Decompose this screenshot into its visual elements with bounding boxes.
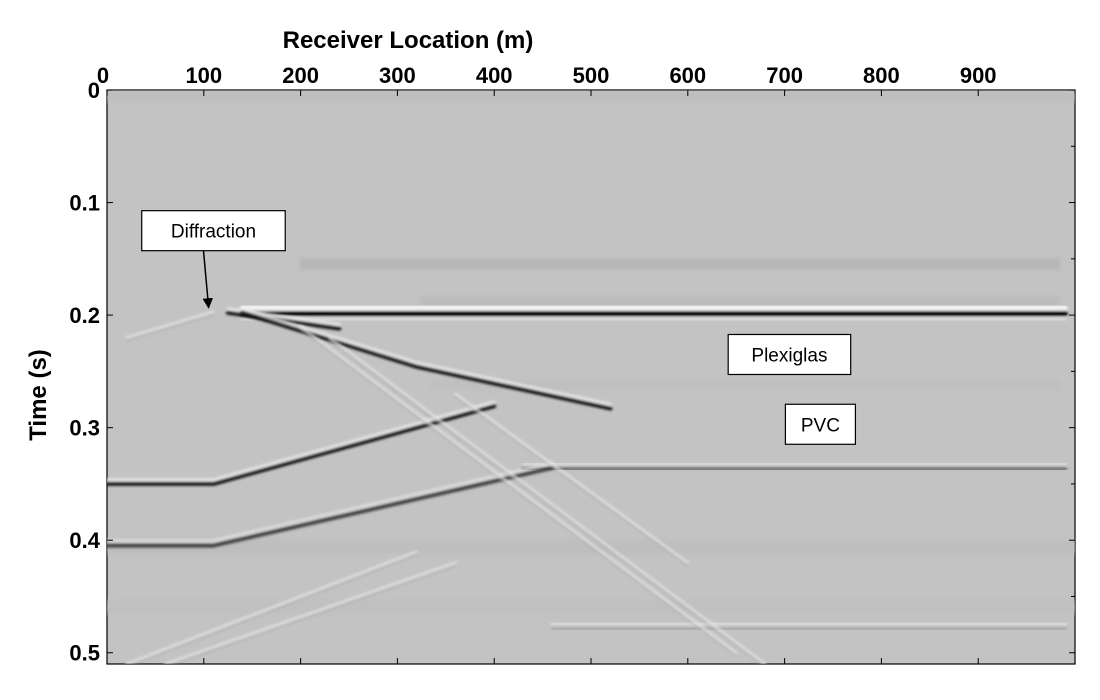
event-diffraction-tail-left-trace-0 (125, 310, 215, 339)
event-linear-down-trace-1 (240, 310, 613, 411)
event-rising-low-a-trace-0 (125, 550, 419, 664)
x-tick-label: 300 (379, 63, 416, 88)
x-tick-label: 100 (185, 63, 222, 88)
x-axis-title: Receiver Location (m) (283, 27, 534, 54)
x-tick-label: 600 (669, 63, 706, 88)
x-axis-ticks: 0 100 200 300 400 500 600 700 800 900 (97, 63, 997, 664)
annotation-box (141, 210, 286, 252)
annotation-label: Diffraction (171, 222, 256, 243)
annotation-diffraction: Diffraction (141, 210, 286, 309)
event-crossing-b-trace-0 (328, 336, 767, 664)
y-tick-label: 0.4 (69, 528, 100, 553)
event-crossing-c-trace-1 (454, 395, 689, 567)
annotation-arrow (202, 250, 214, 309)
event-pvc-flat (521, 462, 1068, 471)
y-tick-label: 0.5 (69, 641, 100, 666)
annotation-plexiglas: Plexiglas (727, 333, 852, 376)
event-crossing-c-trace-0 (454, 392, 690, 564)
event-crossing-a (299, 325, 738, 657)
x-tick-label: 400 (476, 63, 513, 88)
y-tick-label: 0.1 (69, 191, 100, 216)
event-rising-low-a (125, 550, 419, 664)
event-crossing-b (328, 336, 767, 664)
event-lower-rise (107, 461, 555, 548)
event-crossing-c (454, 392, 690, 567)
annotation-box (727, 333, 852, 376)
event-crossing-b-trace-1 (328, 339, 763, 664)
y-tick-label: 0 (88, 78, 100, 103)
event-diffraction-tail-left-trace-1 (125, 313, 215, 342)
event-lower-rise-trace-0 (107, 461, 554, 543)
seismic-events (107, 305, 1068, 664)
event-rising-low-b-trace-1 (170, 564, 457, 664)
event-pvc-rise (107, 400, 497, 486)
event-crossing-a-trace-1 (299, 328, 738, 657)
event-rising-low-b (163, 561, 457, 664)
event-pvc-rise-trace-1 (107, 404, 497, 486)
event-rising-low-b-trace-0 (163, 561, 457, 664)
annotations: Diffraction Plexiglas PVC (141, 210, 857, 445)
event-crossing-a-trace-0 (299, 325, 738, 654)
annotation-label: PVC (801, 415, 840, 436)
x-tick-label: 200 (282, 63, 319, 88)
y-axis-ticks: 0 0.1 0.2 0.3 0.4 0.5 (69, 78, 1075, 666)
y-tick-label: 0.2 (69, 303, 100, 328)
x-tick-label: 500 (573, 63, 610, 88)
plot-area (106, 89, 1076, 665)
annotation-box (784, 403, 857, 445)
annotation-label: Plexiglas (751, 345, 827, 366)
y-axis-title: Time (s) (25, 349, 52, 441)
event-plexiglas-top (240, 305, 1068, 321)
y-tick-label: 0.3 (69, 416, 100, 441)
annotation-pvc: PVC (784, 403, 857, 445)
event-pvc-rise-trace-0 (107, 400, 496, 482)
event-rising-low-a-trace-1 (131, 553, 418, 664)
x-tick-label: 0 (97, 63, 109, 88)
event-lower-rise-trace-1 (107, 465, 555, 548)
event-diffraction-tail-left (125, 310, 215, 342)
x-tick-label: 900 (960, 63, 997, 88)
x-tick-label: 800 (863, 63, 900, 88)
x-tick-label: 700 (766, 63, 803, 88)
event-deep-flat (550, 621, 1068, 631)
